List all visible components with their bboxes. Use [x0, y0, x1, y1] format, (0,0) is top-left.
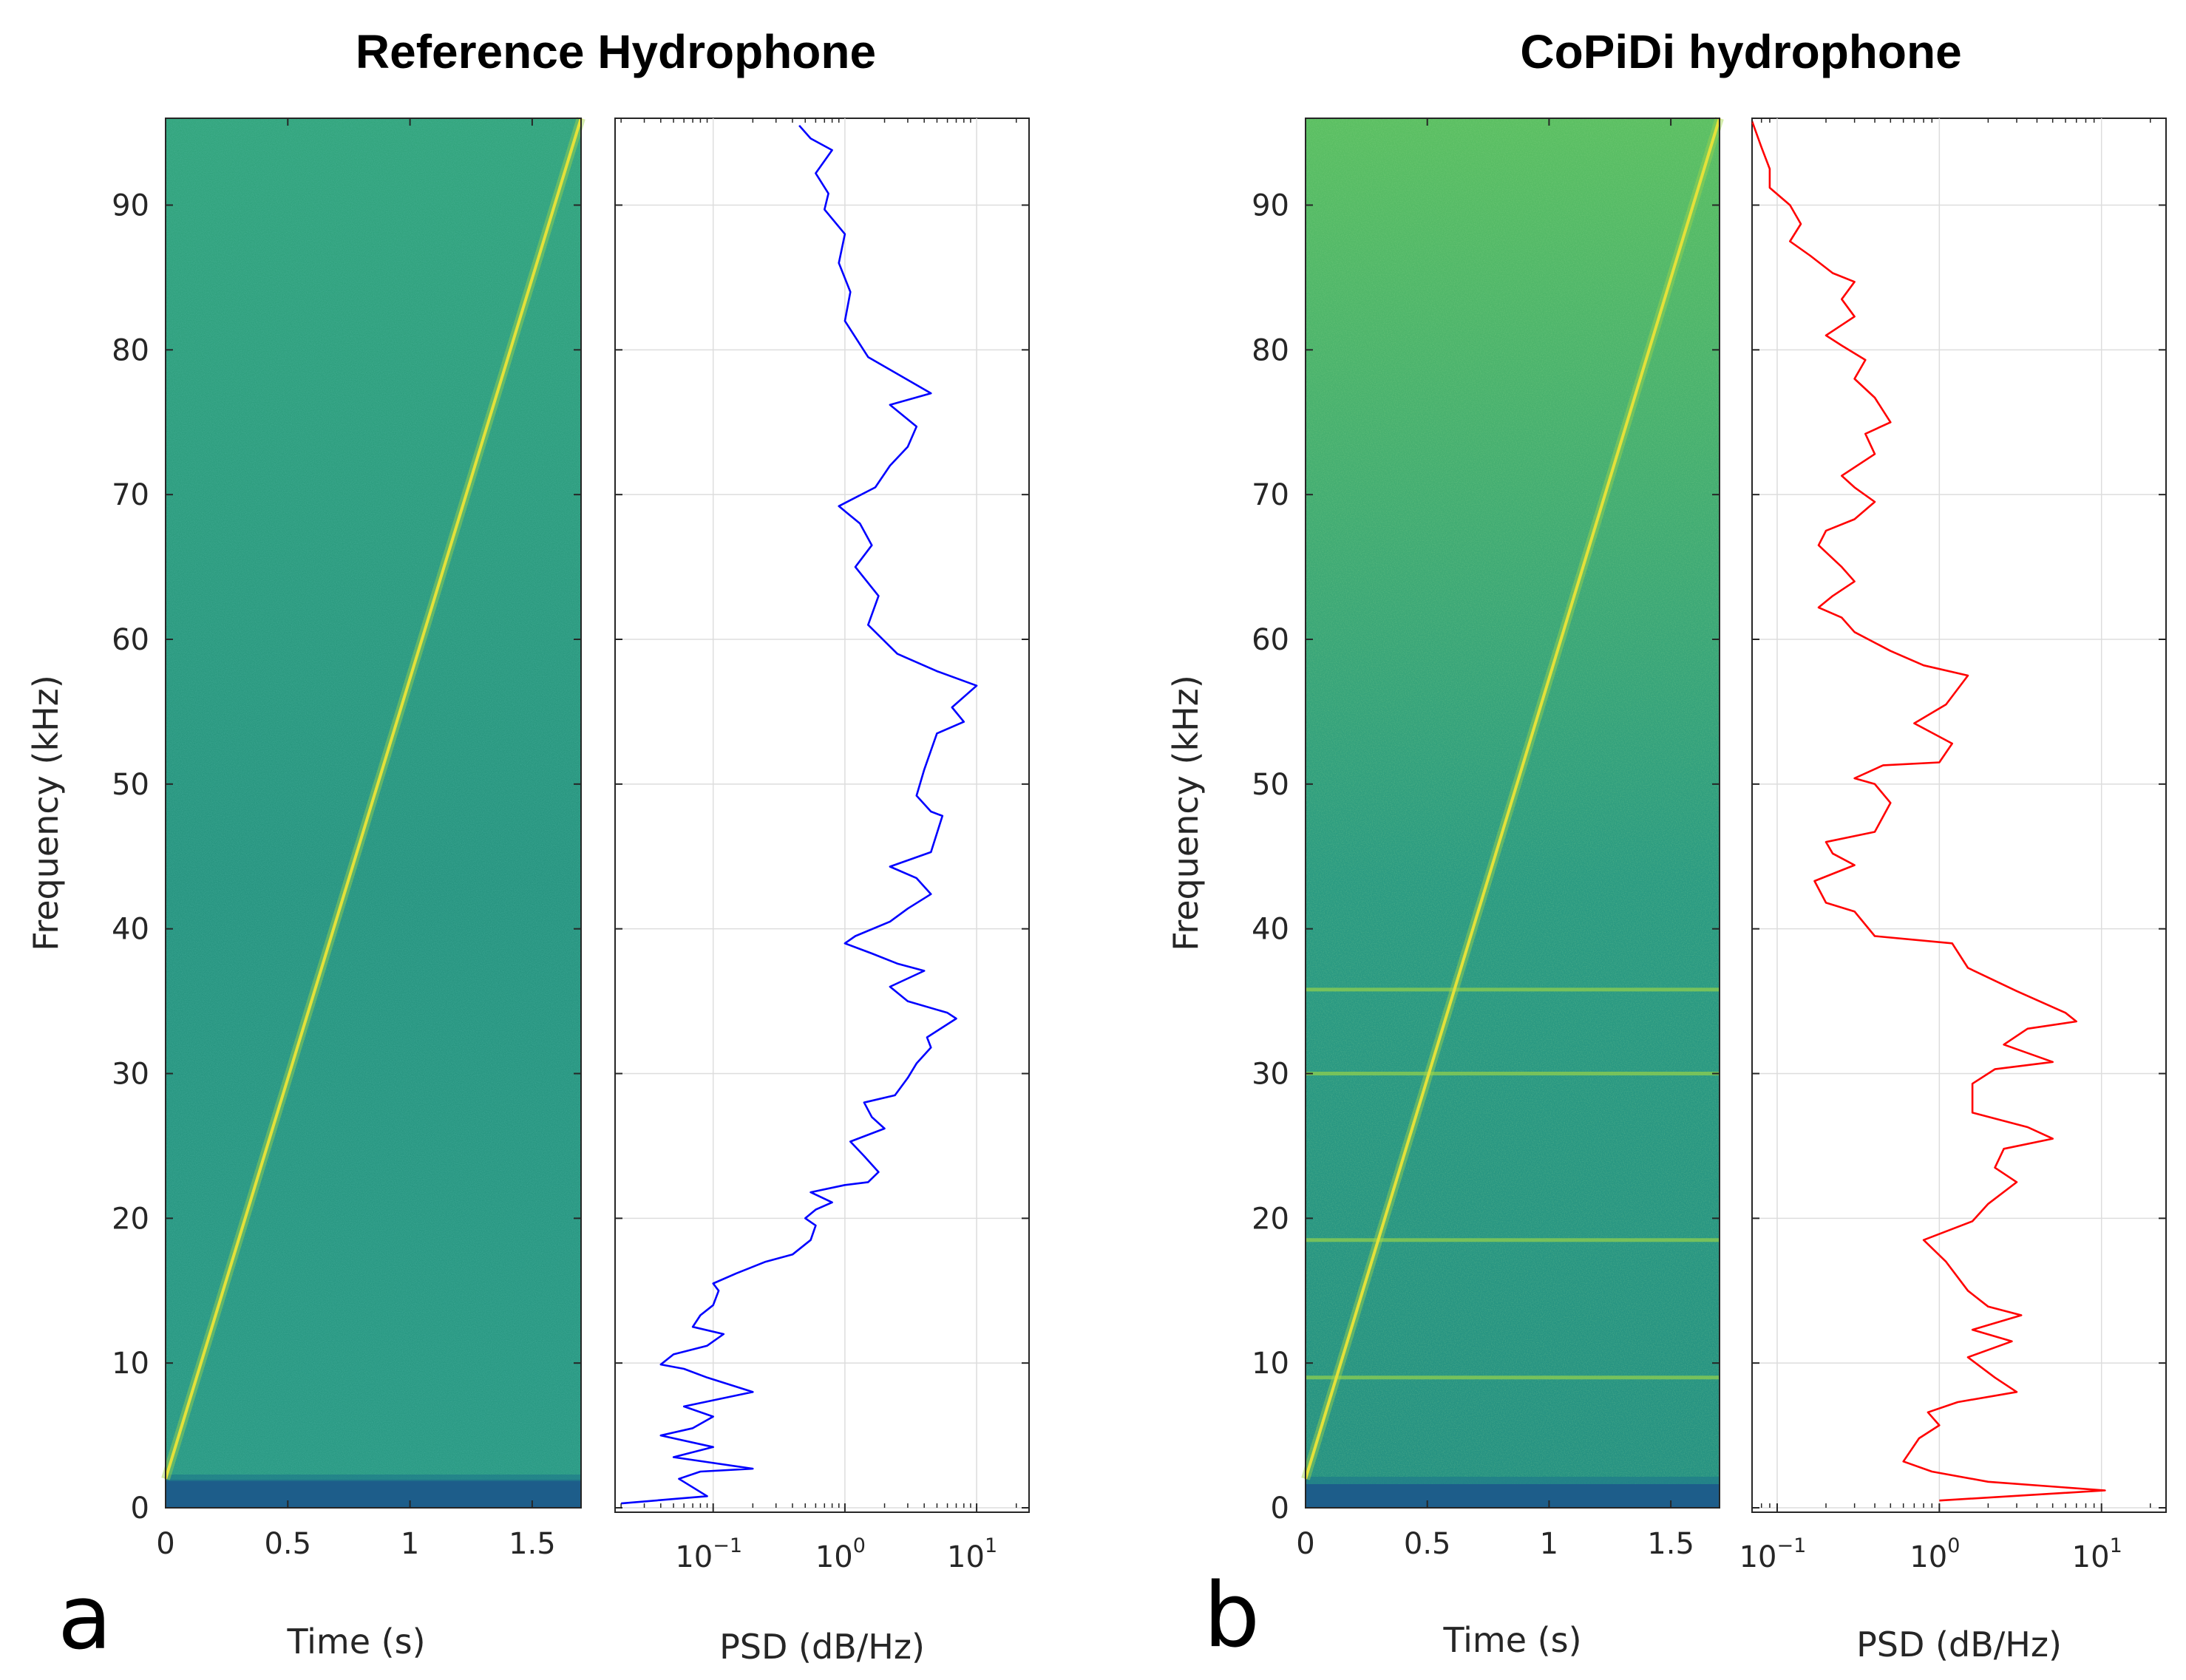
spectrogram-b-low-band-edge — [1306, 1477, 1720, 1484]
panel-b-title: CoPiDi hydrophone — [1520, 25, 1961, 78]
spec-a-ytick-label: 30 — [112, 1058, 149, 1092]
spec-b-ytick-label: 80 — [1252, 333, 1289, 367]
spec-b-ytick-label: 30 — [1252, 1058, 1289, 1092]
psd-b-axes: 10−1 100 101 — [1739, 118, 2166, 1574]
chirp-a — [161, 117, 585, 1480]
spectrogram-b-low-band — [1306, 1484, 1720, 1508]
psd-a-xtick-label: 101 — [947, 1534, 997, 1574]
spec-b-xtick-label: 1.5 — [1647, 1527, 1694, 1561]
psd-a-frame — [614, 118, 1030, 1513]
spec-b-ytick-label: 20 — [1252, 1202, 1289, 1236]
spec-b-xtick-label: 0 — [1296, 1527, 1314, 1561]
spec-a-ytick-label: 10 — [112, 1347, 149, 1381]
psd-a-grid — [615, 118, 1029, 1512]
psd-a-xtick-exponent: −1 — [713, 1534, 742, 1557]
psd-a-xtick-exponent: 1 — [985, 1534, 997, 1557]
psd-a-xtick-label: 100 — [815, 1534, 866, 1574]
spec-b-ytick-label: 0 — [1271, 1492, 1289, 1526]
spec-a-ytick-label: 0 — [131, 1492, 149, 1526]
psd-a-xtick-exponent: 0 — [853, 1534, 866, 1557]
spec-b-ytick-label: 90 — [1252, 189, 1289, 223]
panel-a-title: Reference Hydrophone — [356, 25, 876, 78]
spectrogram-a-low-band — [166, 1480, 581, 1508]
spec-a-ytick-label: 90 — [112, 189, 149, 223]
spec-b-ytick-label: 60 — [1252, 623, 1289, 657]
panel-letter-a: a — [58, 1567, 112, 1670]
spectrogram-a-axes: 0 10 20 30 40 50 60 70 80 90 0 0.5 1 1.5 — [112, 118, 582, 1561]
psd-b-xtick-exponent: 1 — [2110, 1534, 2122, 1557]
psd-b: 10−1 100 101 — [1739, 118, 2167, 1574]
spectrogram-a-low-band-edge — [166, 1475, 581, 1481]
psd-b-xtick-label: 10−1 — [1739, 1534, 1807, 1574]
spec-a-ytick-label: 40 — [112, 913, 149, 947]
psd-a-line — [621, 124, 978, 1505]
spec-a-ytick-label: 70 — [112, 478, 149, 512]
panel-letter-b: b — [1204, 1565, 1260, 1667]
spectrogram-b: 0 10 20 30 40 50 60 70 80 90 0 0.5 1 1.5 — [1252, 117, 1724, 1561]
psd-b-line — [1751, 120, 2106, 1502]
spec-a-xlabel: Time (s) — [286, 1622, 425, 1662]
spec-a-ytick-label: 80 — [112, 333, 149, 367]
spec-b-xtick-label: 0.5 — [1404, 1527, 1451, 1561]
spec-a-xtick-label: 0.5 — [264, 1527, 311, 1561]
psd-b-grid — [1752, 118, 2166, 1512]
psd-b-xlabel: PSD (dB/Hz) — [1856, 1625, 2062, 1664]
psd-a-axes: 10−1 100 101 — [615, 118, 1029, 1574]
spec-b-frame — [1305, 118, 1720, 1509]
spectrogram-a: 0 10 20 30 40 50 60 70 80 90 0 0.5 1 1.5 — [112, 117, 585, 1561]
chirp-b — [1301, 117, 1724, 1480]
psd-a-xlabel: PSD (dB/Hz) — [719, 1627, 925, 1667]
spec-a-frame — [165, 118, 582, 1509]
psd-b-xtick-exponent: −1 — [1777, 1534, 1807, 1557]
spec-b-xlabel: Time (s) — [1442, 1620, 1581, 1660]
psd-b-series-line — [1751, 120, 2106, 1502]
spec-a-ytick-label: 60 — [112, 623, 149, 657]
panel-a: Reference Hydrophone 0102030405060708090… — [26, 25, 1030, 1670]
ylabel-a: Frequency (kHz) — [26, 675, 66, 951]
spec-a-xtick-label: 0 — [156, 1527, 174, 1561]
psd-b-xtick-label: 101 — [2072, 1534, 2122, 1574]
ylabel-b: Frequency (kHz) — [1166, 675, 1206, 951]
tone-lines-b — [1306, 987, 1720, 1380]
psd-b-xtick-exponent: 0 — [1947, 1534, 1960, 1557]
spec-a-xtick-label: 1.5 — [509, 1527, 556, 1561]
psd-b-xtick-label: 100 — [1910, 1534, 1960, 1574]
psd-a-xtick-label: 10−1 — [675, 1534, 742, 1574]
spec-a-ytick-label: 20 — [112, 1202, 149, 1236]
spec-b-ytick-label: 70 — [1252, 478, 1289, 512]
spec-b-ytick-label: 10 — [1252, 1347, 1289, 1381]
chirp-a-line — [164, 118, 583, 1480]
spec-b-ytick-label: 50 — [1252, 768, 1289, 802]
spec-a-xtick-label: 1 — [401, 1527, 419, 1561]
psd-b-frame — [1751, 118, 2167, 1513]
chirp-b-line — [1304, 118, 1721, 1480]
spec-b-xtick-label: 1 — [1540, 1527, 1558, 1561]
spec-a-ytick-label: 50 — [112, 768, 149, 802]
spec-b-ytick-label: 40 — [1252, 913, 1289, 947]
psd-a-series-line — [621, 124, 978, 1505]
spectrogram-b-axes: 0 10 20 30 40 50 60 70 80 90 0 0.5 1 1.5 — [1252, 118, 1720, 1561]
psd-a: 10−1 100 101 — [614, 118, 1030, 1574]
